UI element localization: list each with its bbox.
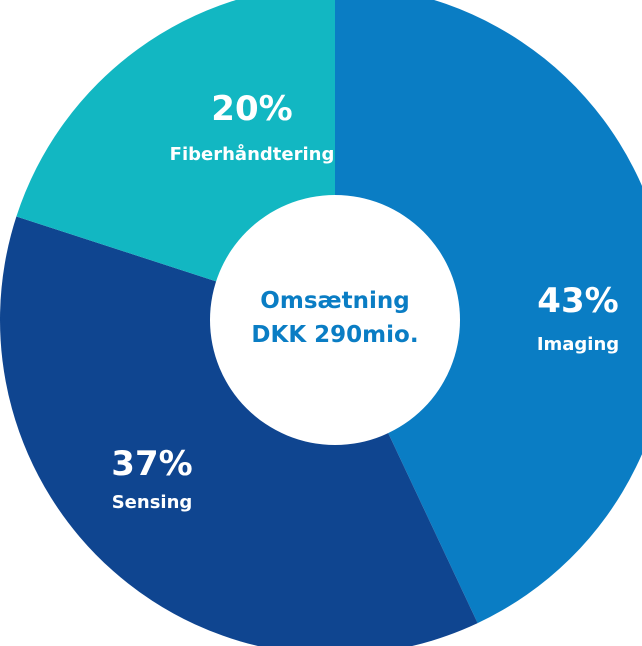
slice-name-label: Sensing <box>112 492 193 513</box>
slice-name-label: Fiberhåndtering <box>170 143 335 165</box>
slice-percent-label: 20% <box>211 89 292 129</box>
center-value: DKK 290mio. <box>251 322 418 348</box>
center-title: Omsætning <box>260 288 409 314</box>
slice-sensing <box>0 216 478 646</box>
donut-center-hole <box>210 195 460 445</box>
slice-percent-label: 43% <box>537 281 618 321</box>
slice-labels: 43% Imaging 37% Sensing 20% Fiberhåndtering <box>111 89 619 513</box>
slice-imaging <box>335 0 642 624</box>
slice-percent-label: 37% <box>111 444 192 484</box>
slice-name-label: Imaging <box>537 334 619 355</box>
